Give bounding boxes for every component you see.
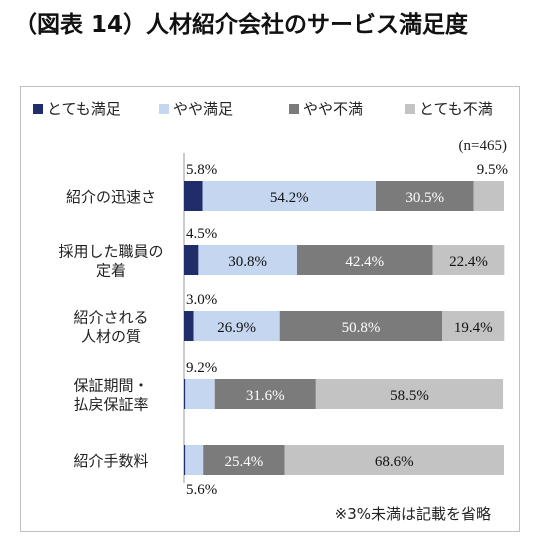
category-label-3-line-2: 人材の質 (81, 328, 141, 346)
bar-segment-5-4 (284, 445, 504, 475)
bar-segment-5-3 (203, 445, 285, 475)
data-label-4-2: 9.2% (186, 360, 217, 376)
data-label-2-3: 42.4% (345, 254, 384, 270)
bar-segment-2-1 (184, 245, 199, 275)
category-label-4-line-2: 払戻保証率 (73, 396, 148, 414)
bar-segment-1-1 (184, 181, 203, 211)
bar-segment-2-4 (432, 245, 505, 275)
data-label-3-3: 50.8% (342, 320, 381, 336)
legend-swatch-2 (159, 104, 169, 114)
data-label-3-4: 19.4% (454, 320, 493, 336)
chart-title: （図表 14）人材紹介会社のサービス満足度 (14, 12, 469, 38)
legend-label-1: とても満足 (47, 100, 121, 118)
legend-label-4: とても不満 (419, 100, 493, 118)
data-label-5-3: 25.4% (224, 454, 263, 470)
category-label-3-line-1: 紹介される (73, 309, 148, 327)
legend-swatch-4 (405, 104, 415, 114)
category-label-2-line-2: 定着 (96, 262, 126, 280)
data-label-2-4: 22.4% (449, 254, 488, 270)
footnote: ※3%未満は記載を省略 (335, 505, 491, 523)
stacked-bar-chart: とても満足 やや満足 やや不満 とても不満 (n=465) 紹介の迅速さ採用した職員の定着… (33, 100, 508, 523)
legend-label-2: やや満足 (173, 100, 233, 118)
data-label-3-2: 26.9% (217, 320, 256, 336)
bar-segment-1-2 (202, 181, 376, 211)
bar-segment-4-2 (185, 379, 215, 409)
bar-segment-5-1 (184, 445, 186, 475)
category-label-4-line-1: 保証期間・ (73, 377, 148, 395)
bar-segment-2-2 (198, 245, 297, 275)
legend-swatch-3 (289, 104, 299, 114)
data-label-2-2: 30.8% (228, 254, 267, 270)
category-label-2-line-1: 採用した職員の (58, 243, 163, 261)
data-label-3-1: 3.0% (186, 292, 217, 308)
bar-segment-1-3 (376, 181, 474, 211)
data-label-1-2: 54.2% (270, 190, 309, 206)
bar-segment-3-1 (184, 311, 194, 341)
data-label-2-1: 4.5% (186, 226, 217, 242)
bar-segment-1-4 (473, 181, 504, 211)
data-label-5-4: 68.6% (375, 454, 414, 470)
legend-swatch-1 (33, 104, 43, 114)
data-label-1-3: 30.5% (405, 190, 444, 206)
legend-label-3: やや不満 (303, 100, 363, 118)
category-label-1: 紹介の迅速さ (66, 188, 156, 206)
data-label-5-2: 5.6% (186, 482, 217, 498)
bar-segment-5-2 (185, 445, 204, 475)
data-label-4-4: 58.5% (390, 388, 429, 404)
bar-segment-3-2 (193, 311, 280, 341)
bar-segment-2-3 (296, 245, 433, 275)
data-label-4-3: 31.6% (246, 388, 285, 404)
bar-segment-3-4 (442, 311, 505, 341)
bar-segment-3-3 (279, 311, 443, 341)
data-label-1-4: 9.5% (477, 162, 508, 178)
sample-size-note: (n=465) (459, 138, 507, 154)
chart-frame: とても満足 やや満足 やや不満 とても不満 (n=465) 紹介の迅速さ 採用した職員の 定着… (20, 86, 520, 532)
data-label-1-1: 5.8% (186, 162, 217, 178)
bar-segment-4-1 (184, 379, 186, 409)
bar-segment-4-4 (315, 379, 504, 409)
bar-segment-4-3 (214, 379, 316, 409)
category-label-5: 紹介手数料 (73, 452, 148, 470)
